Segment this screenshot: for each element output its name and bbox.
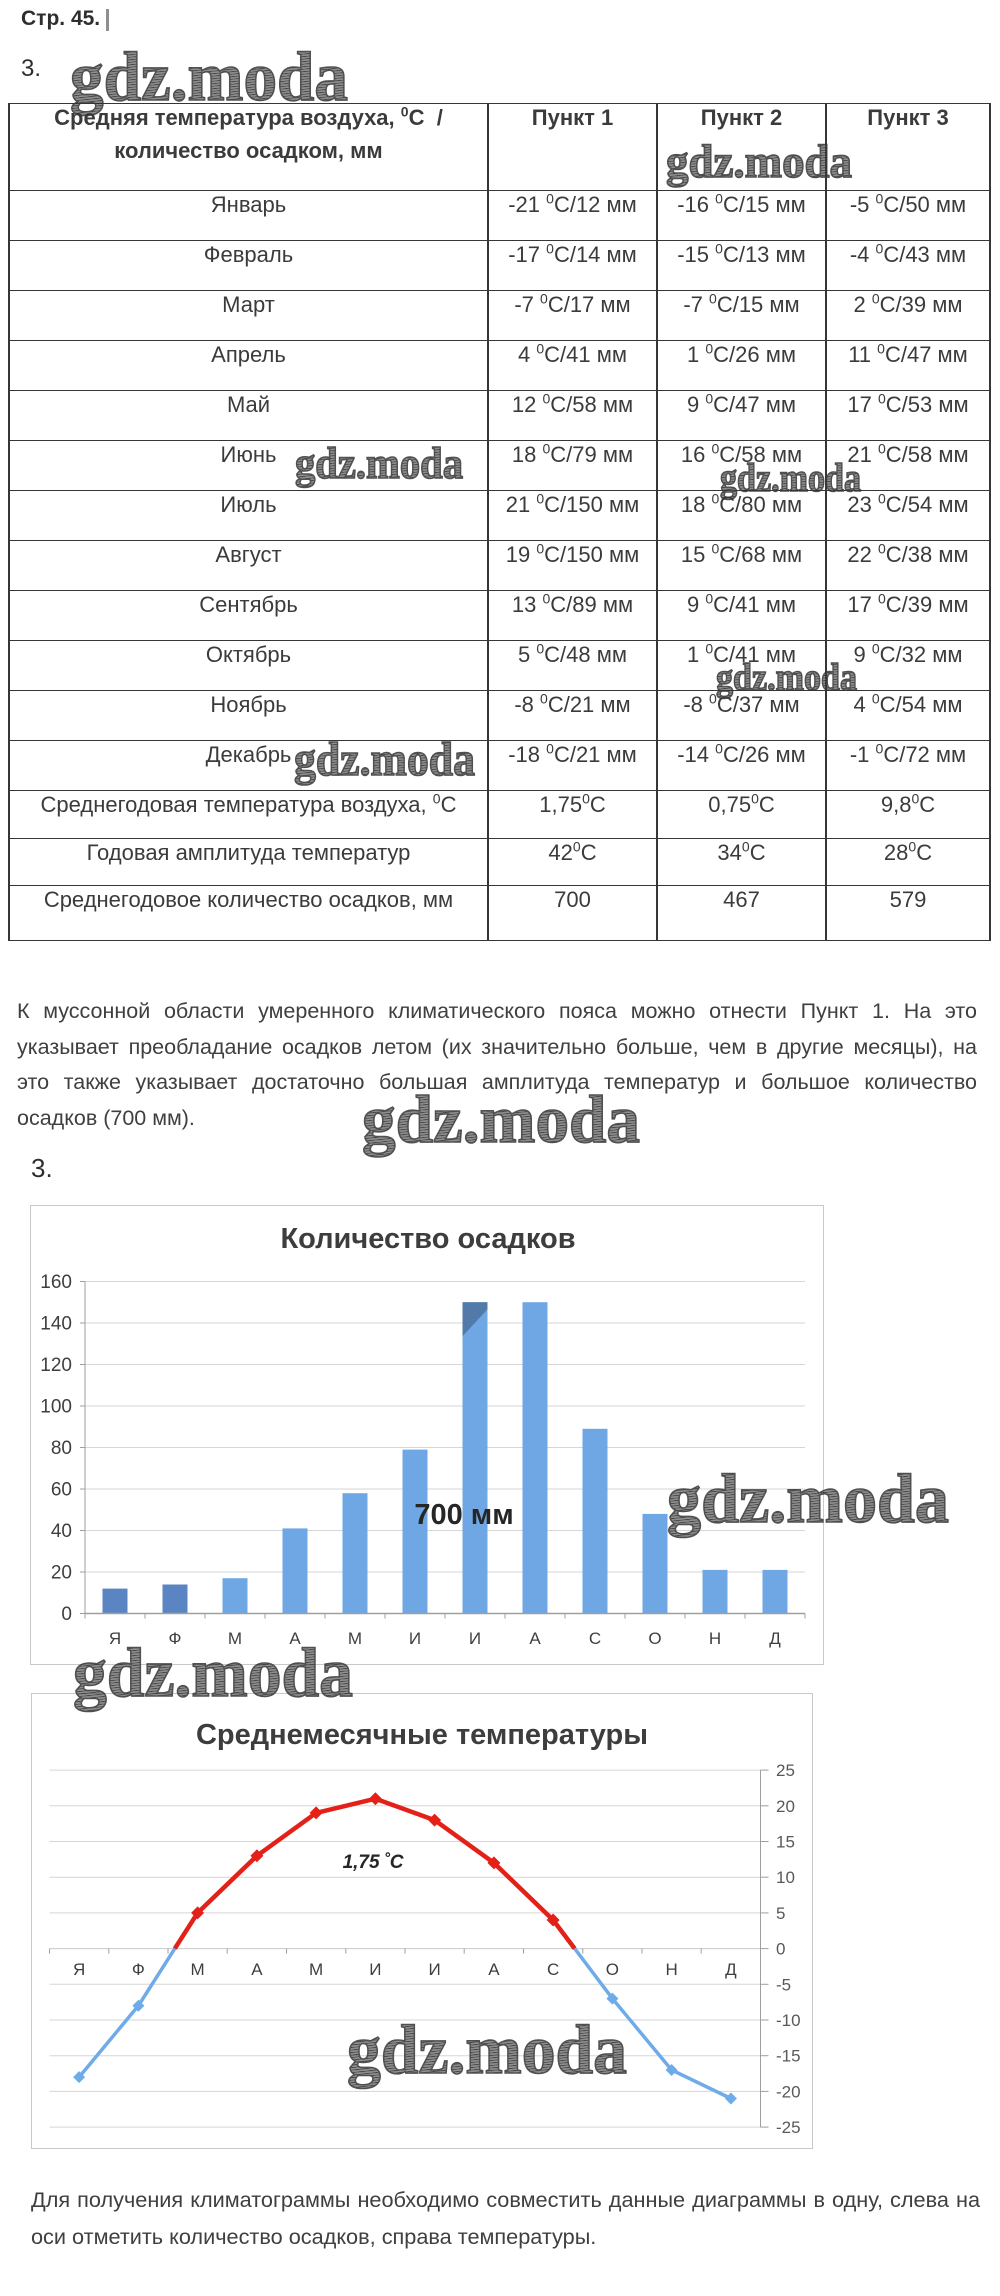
svg-text:С: С: [589, 1629, 601, 1648]
svg-text:0: 0: [776, 1940, 785, 1959]
svg-text:И: И: [369, 1960, 381, 1979]
svg-text:Н: Н: [665, 1960, 677, 1979]
svg-text:0: 0: [61, 1604, 72, 1625]
svg-text:25: 25: [776, 1761, 795, 1780]
svg-text:М: М: [228, 1629, 242, 1648]
svg-text:80: 80: [51, 1438, 72, 1459]
svg-text:10: 10: [776, 1868, 795, 1887]
svg-text:1,75 ˚С: 1,75 ˚С: [343, 1852, 404, 1873]
svg-text:Д: Д: [769, 1629, 781, 1648]
svg-text:-25: -25: [776, 2118, 801, 2137]
svg-text:120: 120: [40, 1355, 72, 1376]
svg-text:-20: -20: [776, 2082, 801, 2101]
svg-text:И: И: [409, 1629, 421, 1648]
svg-text:А: А: [251, 1960, 263, 1979]
svg-text:О: О: [606, 1960, 619, 1979]
svg-text:40: 40: [51, 1521, 72, 1542]
svg-text:М: М: [309, 1960, 323, 1979]
svg-text:Количество осадков: Количество осадков: [280, 1223, 575, 1255]
svg-text:Среднемесячные температуры: Среднемесячные температуры: [196, 1719, 648, 1751]
svg-text:Ф: Ф: [132, 1960, 145, 1979]
svg-text:60: 60: [51, 1480, 72, 1501]
svg-text:160: 160: [40, 1272, 72, 1293]
svg-text:Я: Я: [73, 1960, 85, 1979]
svg-text:А: А: [289, 1629, 301, 1648]
svg-text:С: С: [547, 1960, 559, 1979]
svg-text:20: 20: [51, 1563, 72, 1584]
svg-text:А: А: [488, 1960, 500, 1979]
svg-text:100: 100: [40, 1397, 72, 1418]
svg-text:-5: -5: [776, 1975, 791, 1994]
svg-text:-10: -10: [776, 2011, 801, 2030]
svg-text:М: М: [191, 1960, 205, 1979]
svg-text:М: М: [348, 1629, 362, 1648]
svg-text:Ф: Ф: [169, 1629, 182, 1648]
svg-text:Я: Я: [109, 1629, 121, 1648]
svg-text:Д: Д: [725, 1960, 737, 1979]
svg-text:140: 140: [40, 1314, 72, 1335]
svg-text:И: И: [469, 1629, 481, 1648]
svg-text:5: 5: [776, 1904, 785, 1923]
svg-text:700 мм: 700 мм: [414, 1499, 513, 1531]
svg-text:О: О: [648, 1629, 661, 1648]
svg-text:А: А: [529, 1629, 541, 1648]
svg-text:И: И: [428, 1960, 440, 1979]
svg-text:20: 20: [776, 1797, 795, 1816]
svg-text:Н: Н: [709, 1629, 721, 1648]
svg-text:15: 15: [776, 1833, 795, 1852]
svg-text:-15: -15: [776, 2047, 801, 2066]
